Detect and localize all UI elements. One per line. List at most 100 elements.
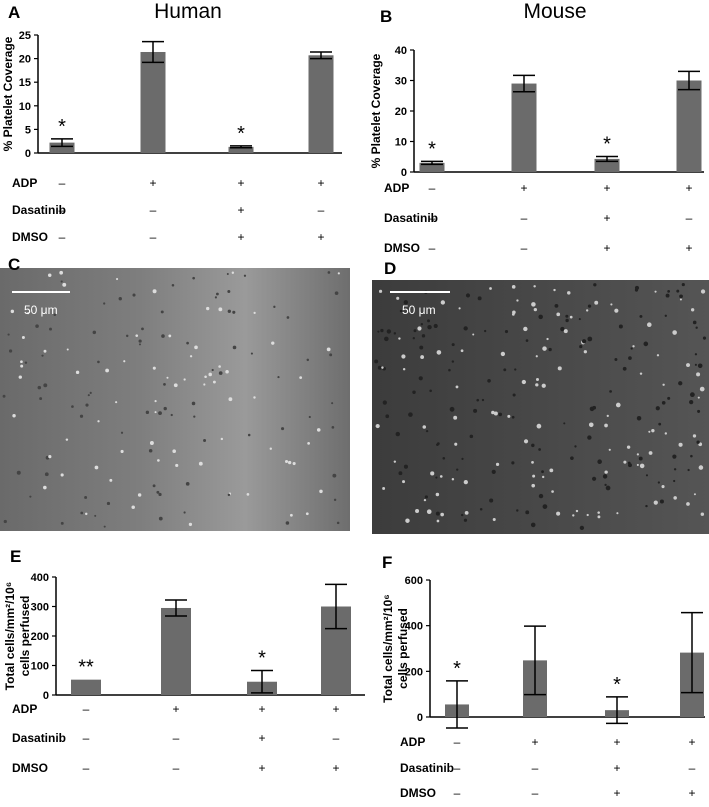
cell-dot (393, 332, 397, 335)
cell-dot (285, 521, 290, 525)
condition-sign: + (317, 230, 324, 244)
condition-sign: – (59, 176, 66, 190)
cell-dot (208, 372, 212, 377)
cell-dot (120, 431, 124, 434)
condition-name: DMSO (12, 230, 48, 244)
cell-dot (154, 400, 157, 403)
cell-dot (461, 457, 464, 460)
cell-dot (579, 525, 585, 531)
error-bar (513, 74, 535, 93)
condition-sign: – (689, 761, 696, 775)
cell-dot (399, 309, 403, 313)
cell-dot (636, 453, 640, 456)
condition-sign: – (686, 211, 693, 225)
condition-name: DMSO (384, 241, 420, 255)
cell-dot (436, 350, 442, 355)
cell-dot (465, 293, 471, 298)
cell-dot (204, 375, 207, 379)
cell-dot (456, 468, 459, 471)
cell-dot (495, 462, 500, 466)
cell-dot (572, 514, 575, 517)
condition-name: Dasatinib (384, 211, 438, 225)
cell-dot (606, 414, 609, 418)
cell-dot (94, 465, 99, 470)
cell-dot (398, 337, 401, 340)
scale-label: 50 μm (402, 303, 436, 317)
cell-dot (191, 401, 196, 406)
cell-dot (605, 485, 611, 491)
cell-dot (247, 433, 251, 437)
condition-name: ADP (12, 702, 37, 716)
cell-dot (226, 272, 229, 275)
significance: * (613, 674, 621, 696)
cell-dot (697, 396, 700, 399)
cell-dot (664, 314, 667, 317)
error-bar (524, 625, 546, 696)
panel-label: C (8, 255, 20, 274)
cell-dot (556, 511, 561, 516)
cell-dot (20, 364, 24, 368)
y-axis-label: Total cells/mm²/10⁶ (381, 594, 395, 703)
cell-dot (430, 471, 435, 476)
cell-dot (696, 372, 701, 377)
cell-dot (610, 303, 613, 306)
cell-dot (535, 383, 539, 387)
cell-dot (451, 478, 455, 481)
cell-dot (451, 360, 455, 363)
cell-dot (672, 330, 677, 335)
cell-dot (532, 474, 536, 478)
cell-dot (523, 326, 528, 332)
cell-dot (2, 394, 6, 398)
cell-dot (453, 415, 458, 420)
cell-dot (557, 366, 562, 371)
panel-label: F (382, 553, 392, 572)
cell-dot (491, 469, 496, 474)
cell-dot (131, 505, 135, 509)
cell-dot (523, 439, 529, 444)
cell-dot (551, 490, 554, 493)
cell-dot (448, 368, 451, 372)
error-bar (446, 680, 468, 729)
cell-dot (37, 385, 42, 390)
cell-dot (384, 336, 389, 342)
cell-dot (455, 385, 459, 389)
cell-dot (382, 400, 387, 405)
cell-dot (419, 345, 424, 350)
cell-dot (386, 329, 392, 334)
condition-name: ADP (12, 176, 37, 190)
cell-dot (639, 463, 645, 469)
cell-dot (673, 468, 677, 471)
cell-dot (412, 337, 415, 340)
y-axis-label: % Platelet Coverage (1, 36, 15, 151)
bar (308, 55, 334, 153)
cell-dot (578, 318, 581, 321)
cell-dot (420, 323, 424, 326)
cell-dot (183, 511, 186, 514)
cell-dot (503, 368, 507, 372)
cell-dot (66, 348, 69, 351)
cell-dot (316, 428, 321, 432)
cell-dot (433, 323, 438, 329)
cell-dot (597, 511, 600, 514)
condition-name: DMSO (12, 761, 48, 775)
cell-dot (565, 318, 569, 323)
cell-dot (693, 493, 696, 496)
cell-dot (548, 347, 552, 352)
cell-dot (308, 415, 311, 419)
cell-dot (622, 366, 627, 371)
cell-dot (628, 356, 632, 360)
cell-dot (420, 355, 425, 359)
cell-dot (120, 449, 124, 454)
cell-dot (653, 500, 658, 505)
cell-dot (425, 430, 429, 433)
condition-sign: + (237, 176, 244, 190)
cell-dot (442, 456, 446, 460)
cell-dot (581, 339, 587, 344)
cell-dot (700, 289, 706, 294)
cell-dot (587, 304, 592, 308)
cell-dot (423, 498, 427, 502)
cell-dot (604, 470, 608, 474)
cell-dot (188, 522, 193, 527)
cell-dot (171, 283, 175, 287)
cell-dot (273, 305, 276, 309)
